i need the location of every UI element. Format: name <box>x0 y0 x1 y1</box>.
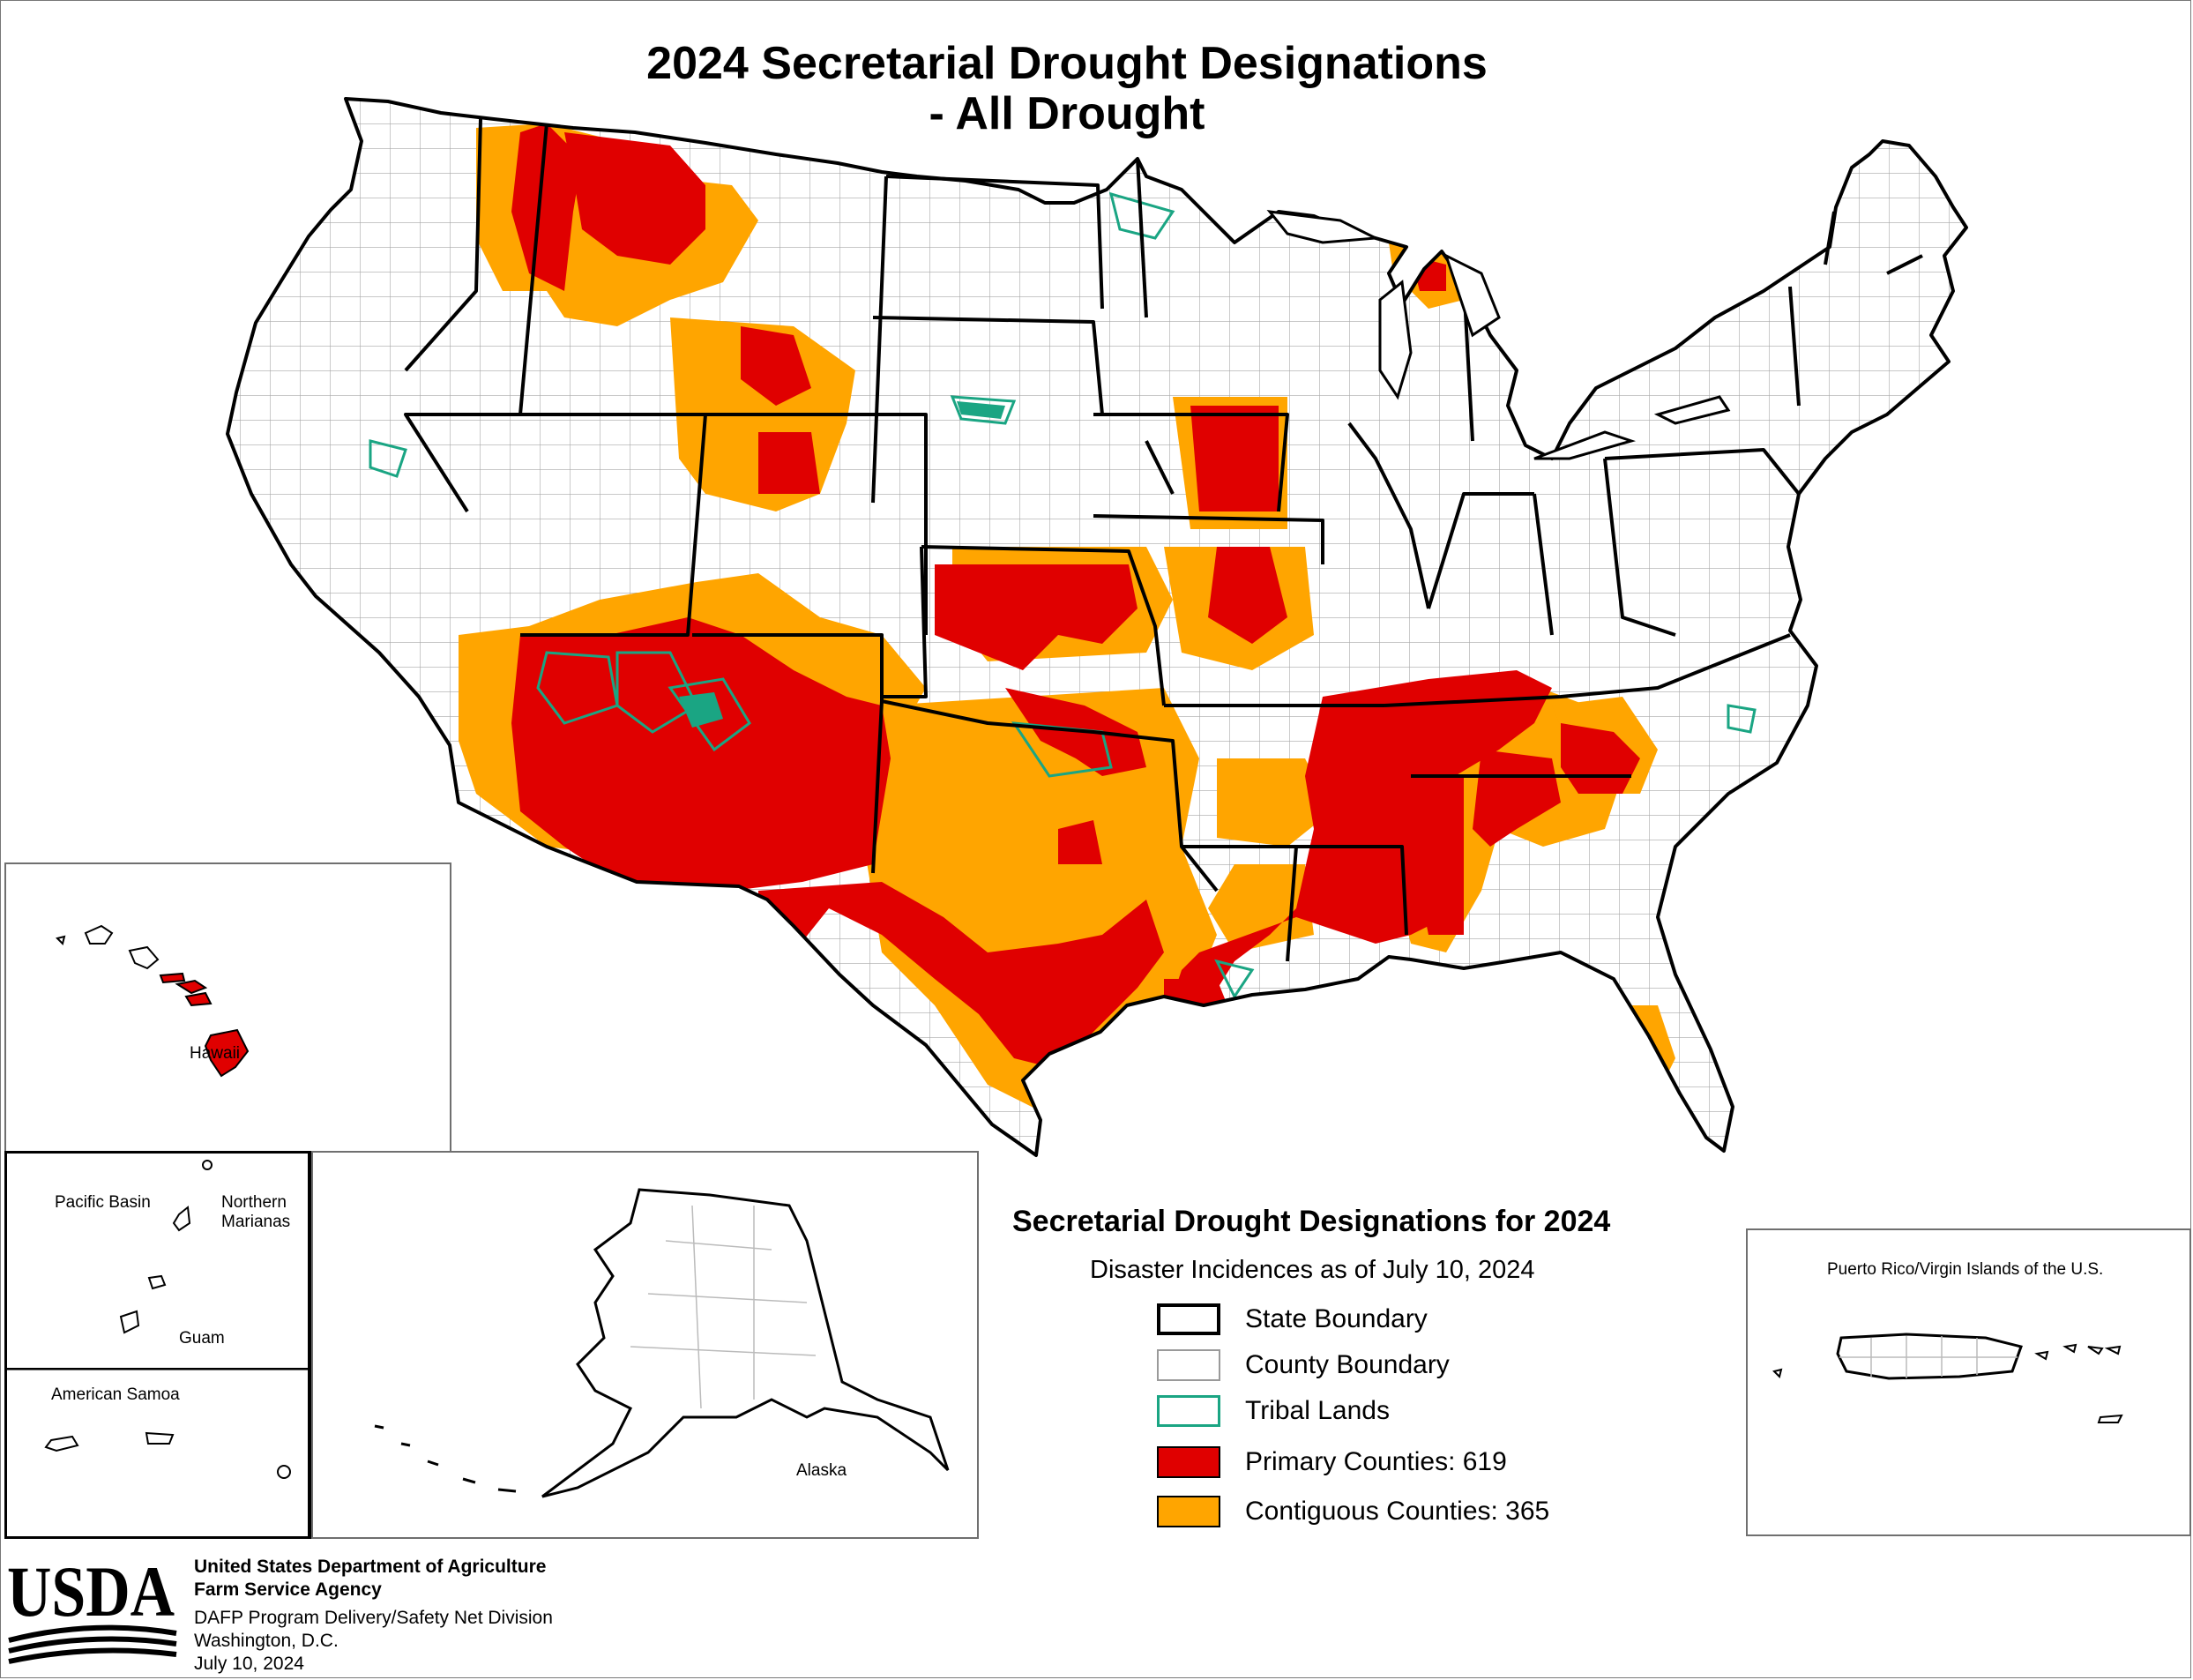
legend-item-contiguous-counties: Contiguous Counties: 365 <box>1157 1494 1549 1529</box>
primary-counties-swatch <box>1157 1446 1220 1478</box>
pacific-basin-islands <box>119 1160 213 1334</box>
american-samoa-label: American Samoa <box>51 1385 180 1404</box>
legend-subheading: Disaster Incidences as of July 10, 2024 <box>1090 1256 1535 1284</box>
great-lakes <box>1266 210 1731 460</box>
pacific-frame <box>4 1151 310 1539</box>
alaska-inset: Alaska <box>311 1151 979 1539</box>
pacific-basin-inset: Pacific Basin Northern Marianas Guam <box>4 1151 315 1370</box>
legend-label-contiguous-counties: Contiguous Counties: 365 <box>1245 1497 1550 1526</box>
american-samoa-inset: American Samoa <box>7 1370 309 1537</box>
tribal-lands-filled <box>679 401 1005 728</box>
legend-item-tribal-lands: Tribal Lands <box>1157 1393 1390 1429</box>
legend-item-primary-counties: Primary Counties: 619 <box>1157 1445 1507 1480</box>
agency-block: United States Department of Agriculture … <box>194 1556 553 1676</box>
division-line: DAFP Program Delivery/Safety Net Divisio… <box>194 1608 553 1628</box>
title-line-1: 2024 Secretarial Drought Designations <box>646 38 1488 89</box>
legend-label-state-boundary: State Boundary <box>1245 1304 1428 1333</box>
legend-item-county-boundary: County Boundary <box>1157 1348 1450 1383</box>
city-line: Washington, D.C. <box>194 1631 339 1651</box>
hawaii-inset: Hawaii <box>4 862 451 1154</box>
american-samoa-islands <box>44 1431 291 1479</box>
guam-label: Guam <box>179 1329 225 1348</box>
legend-heading: Secretarial Drought Designations for 202… <box>1012 1205 1611 1238</box>
state-boundaries <box>226 97 1968 1157</box>
puerto-rico-shape <box>1772 1333 2123 1423</box>
agency-line-1: United States Department of Agriculture <box>194 1557 547 1577</box>
agency-line-2: Farm Service Agency <box>194 1579 382 1600</box>
state-boundary-swatch <box>1157 1303 1220 1335</box>
puerto-rico-label: Puerto Rico/Virgin Islands of the U.S. <box>1827 1260 2104 1279</box>
legend-label-tribal-lands: Tribal Lands <box>1245 1396 1390 1425</box>
usda-logo: USDA <box>7 1556 177 1664</box>
legend-item-state-boundary: State Boundary <box>1157 1302 1428 1337</box>
primary-counties <box>511 123 1653 1085</box>
legend-label-county-boundary: County Boundary <box>1245 1350 1450 1379</box>
northern-marianas-label: Northern Marianas <box>221 1193 291 1231</box>
hawaii-islands <box>56 924 250 1078</box>
contiguous-counties-swatch <box>1157 1496 1220 1527</box>
date-line: July 10, 2024 <box>194 1654 304 1674</box>
samoa-divider <box>6 1368 313 1370</box>
county-boundary-swatch <box>1157 1349 1220 1381</box>
hawaii-label: Hawaii <box>190 1044 241 1063</box>
pacific-basin-label: Pacific Basin <box>55 1193 151 1212</box>
legend-label-primary-counties: Primary Counties: 619 <box>1245 1447 1507 1476</box>
map-title: 2024 Secretarial Drought Designations - … <box>564 39 1570 139</box>
tribal-lands-swatch <box>1157 1395 1220 1427</box>
alaska-label: Alaska <box>796 1461 847 1480</box>
alaska-shape <box>374 1188 950 1498</box>
puerto-rico-inset: Puerto Rico/Virgin Islands of the U.S. <box>1746 1228 2191 1536</box>
svg-text:USDA: USDA <box>7 1556 175 1631</box>
title-line-2: - All Drought <box>929 88 1205 139</box>
